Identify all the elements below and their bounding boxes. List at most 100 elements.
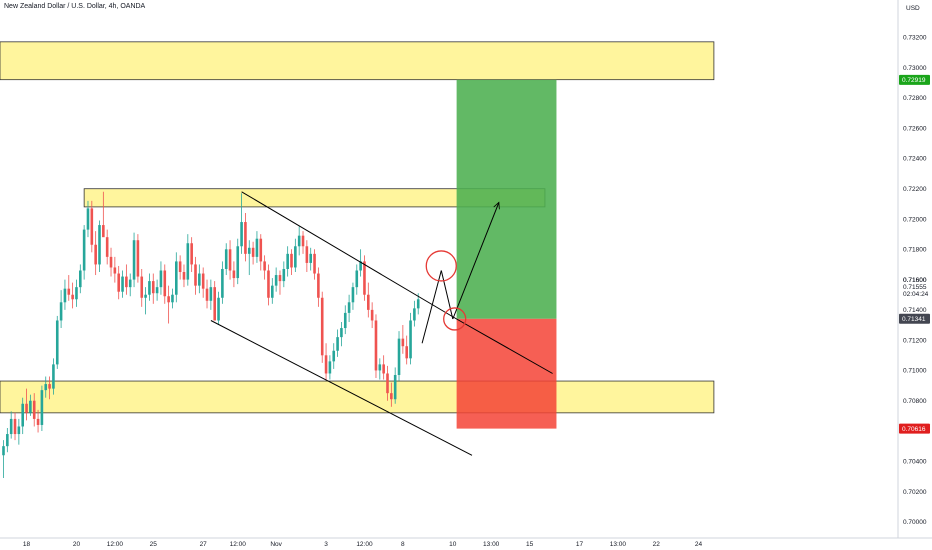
price-tick-label: 0.72800 [903, 95, 927, 102]
candle-body [244, 222, 247, 254]
price-tick-label: 0.72200 [903, 186, 927, 193]
candle-body [59, 302, 63, 321]
candle-body [155, 287, 159, 294]
price-tick-label: 0.70800 [903, 398, 927, 405]
candle-body [351, 287, 355, 303]
price-tick-label: 0.73000 [903, 65, 927, 72]
candle-body [105, 237, 109, 257]
price-tick-label: 0.70200 [903, 489, 927, 496]
price-tick-label: 0.72000 [903, 216, 927, 223]
candle-body [309, 253, 312, 263]
candle-body [190, 243, 193, 265]
target-projection-line [452, 202, 500, 320]
candle-body [213, 287, 216, 321]
candle-body [136, 240, 140, 277]
candle-body [194, 264, 197, 286]
candle-body [359, 261, 362, 271]
price-tick-label: 0.70000 [903, 519, 927, 526]
candle-body [9, 418, 13, 435]
drawings-layer [210, 191, 553, 456]
candle-body [186, 243, 190, 280]
close-price-label: 0.71555 [903, 284, 927, 291]
projection-up-line [421, 270, 442, 344]
support-zone [0, 380, 715, 414]
price-axis[interactable]: USD 0.700000.702000.704000.706000.708000… [903, 5, 927, 526]
candle-body [332, 350, 336, 362]
candle-body [217, 297, 220, 321]
candle-body [328, 361, 332, 374]
candle-body [86, 208, 90, 230]
entry-price-tag: 0.71341 [902, 316, 926, 323]
candle-body [343, 312, 347, 329]
candle-body [167, 296, 170, 303]
candle-body [259, 238, 263, 262]
time-tick-label: 10 [449, 541, 457, 548]
candle-body [267, 270, 270, 298]
candle-body [294, 246, 297, 268]
projection-down-line [440, 270, 454, 320]
candle-body [374, 320, 378, 371]
time-tick-label: 27 [200, 541, 208, 548]
candle-body [278, 275, 282, 282]
price-tick-label: 0.72600 [903, 125, 927, 132]
time-axis[interactable]: 18 20 12:00 25 27 12:00 Nov 3 12:00 8 10 13:00 15 17 1… [23, 541, 703, 548]
candle-body [159, 270, 163, 288]
time-tick-label: 17 [576, 541, 584, 548]
candle-body [271, 285, 274, 298]
candle-body [416, 299, 420, 309]
candle-body [79, 270, 82, 288]
candle-body [25, 403, 28, 413]
candle-body [63, 288, 67, 303]
candle-body [98, 225, 101, 265]
candle-body [2, 446, 5, 456]
candle-body [247, 247, 251, 254]
candle-body [340, 328, 343, 338]
candle-body [317, 273, 320, 298]
time-tick-label: 25 [150, 541, 158, 548]
candle-body [109, 256, 113, 268]
candle-body [102, 225, 105, 238]
time-tick-label: 13:00 [483, 541, 500, 548]
candle-body [148, 281, 151, 295]
candle-body [6, 434, 9, 447]
time-tick-label: 13:00 [610, 541, 627, 548]
arrow-head [493, 201, 500, 210]
candle-body [82, 229, 86, 271]
time-tick-label: Nov [270, 541, 282, 548]
candle-body [132, 240, 136, 280]
candle-body [163, 270, 167, 297]
candle-body [301, 235, 305, 247]
symbol-title: New Zealand Dollar / U.S. Dollar, 4h, OA… [4, 3, 146, 10]
price-tick-label: 0.71400 [903, 307, 927, 314]
candle-body [144, 294, 147, 298]
time-tick-label: 22 [653, 541, 661, 548]
channel-upper-line [241, 191, 553, 374]
candle-body [13, 418, 17, 435]
candle-body [198, 273, 201, 286]
candle-body [48, 384, 51, 389]
zones-layer [0, 41, 715, 414]
candle-body [171, 294, 174, 303]
candle-body [370, 309, 374, 321]
candle-body [255, 238, 259, 257]
stop-price-tag: 0.70616 [902, 426, 926, 433]
candle-body [175, 261, 178, 295]
candle-body [182, 272, 186, 280]
candle-body [240, 222, 243, 247]
candle-body [121, 276, 124, 292]
candle-body [286, 253, 289, 269]
stop-area [456, 318, 557, 429]
candle-body [140, 276, 144, 298]
candle-body [17, 426, 21, 435]
candle-body [386, 373, 389, 394]
target-price-tag-bg [899, 74, 930, 85]
candle-body [29, 400, 32, 413]
time-tick-label: 12:00 [107, 541, 124, 548]
position-layer [456, 79, 557, 429]
candle-body [67, 288, 71, 295]
price-tick-label: 0.71800 [903, 247, 927, 254]
candle-body [36, 418, 40, 425]
price-tick-label: 0.71200 [903, 337, 927, 344]
candle-body [324, 355, 328, 374]
